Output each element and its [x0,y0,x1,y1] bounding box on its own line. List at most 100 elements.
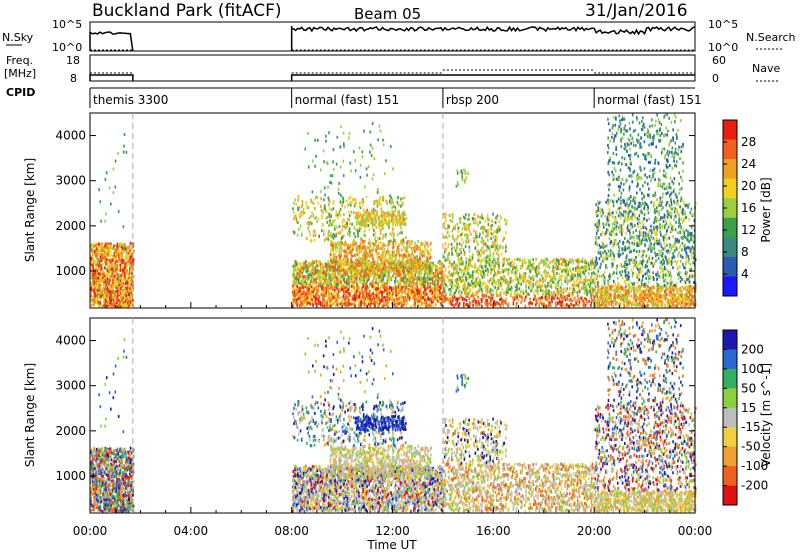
power-point [90,297,92,301]
power-point [391,296,394,300]
power-point [343,213,345,216]
power-point [373,300,376,304]
power-point [102,251,104,255]
power-point [112,273,114,277]
power-point [337,259,339,263]
power-point [399,278,402,282]
power-point [95,245,97,249]
power-point [316,297,318,301]
power-point [367,219,370,223]
power-point [334,257,337,261]
power-point [399,223,401,227]
power-point [377,268,380,272]
power-point [404,262,407,266]
power-point [328,276,331,280]
power-point [105,262,107,266]
power-point [99,283,102,287]
power-point [358,279,361,283]
power-point [437,260,439,264]
power-point [332,273,335,277]
power-point [345,299,347,303]
power-point [411,251,414,255]
power-point [409,271,411,275]
power-point [397,203,400,207]
power-point [412,296,414,300]
power-point [384,262,386,266]
power-point [465,291,468,295]
power-point [384,253,387,257]
power-point [301,266,304,270]
power-point [97,297,99,301]
power-point [361,278,363,282]
power-point [404,275,406,279]
power-point [386,279,389,283]
power-point [349,201,351,204]
power-point [116,296,118,299]
power-point [102,290,104,294]
power-point [114,283,116,287]
power-point [324,275,327,279]
power-point [311,260,314,264]
power-point [381,254,384,258]
noise-left-bottom: 10^0 [52,41,82,54]
power-point [381,277,383,281]
power-point [90,286,93,290]
power-point [99,255,102,259]
power-point [497,257,499,261]
power-point [428,267,430,271]
power-point [300,280,302,284]
power-point [375,287,377,291]
power-point [120,301,123,305]
power-point [351,200,353,204]
power-point [397,249,400,253]
power-point [414,273,416,277]
freq-trace-segment [290,74,695,81]
power-point [294,263,296,267]
power-point [125,247,127,251]
power-point [116,267,118,271]
power-point [425,260,427,263]
power-point [428,254,431,257]
power-point [568,261,570,265]
power-point [372,257,374,261]
power-point [333,300,336,304]
power-point [117,210,120,213]
power-point [354,267,356,271]
power-point [361,150,364,154]
power-point [401,285,404,289]
power-point [93,262,96,266]
power-point [312,303,314,307]
power-point [394,271,396,275]
power-point [435,303,437,307]
power-point [334,267,336,271]
power-point [307,292,310,296]
power-point [349,291,352,295]
power-point [301,302,304,306]
power-point [291,304,294,308]
power-point [397,269,399,273]
power-point [413,291,415,294]
power-point [414,270,416,274]
power-point [441,300,444,304]
power-point [129,246,131,250]
power-point [423,251,426,254]
power-point [391,300,394,304]
power-point [132,267,134,271]
power-point [310,283,313,287]
power-point [320,282,323,286]
power-point [118,266,121,270]
power-point [371,253,373,257]
power-point [338,268,341,272]
freq-right-label: Nave [752,62,780,75]
power-point [322,265,324,269]
power-point [381,285,384,289]
power-point [385,233,387,237]
power-point [295,263,298,267]
power-point [334,242,337,246]
power-point [353,280,356,284]
power-point [348,277,350,281]
power-point [359,201,361,205]
power-point [396,304,398,308]
power-point [381,223,384,227]
power-point [407,295,409,299]
